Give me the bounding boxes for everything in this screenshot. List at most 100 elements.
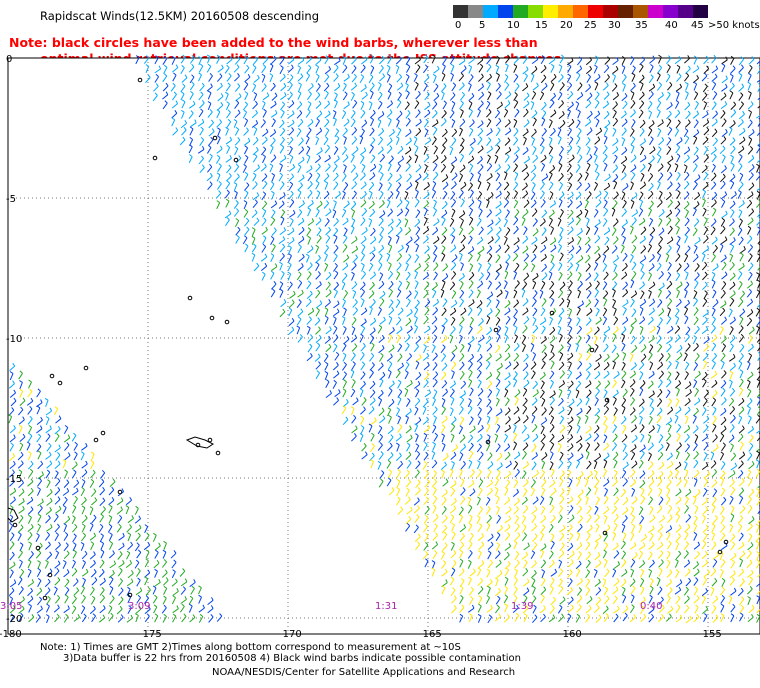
- wind-barb: [301, 146, 305, 150]
- wind-barb: [705, 154, 709, 158]
- wind-barb: [451, 139, 457, 147]
- wind-barb: [283, 192, 286, 196]
- wind-barb: [350, 112, 356, 119]
- wind-barb: [568, 163, 572, 167]
- wind-barb: [620, 174, 627, 181]
- wind-barb: [386, 64, 391, 68]
- wind-barb: [443, 118, 447, 122]
- wind-barb: [257, 164, 260, 168]
- wind-barb: [630, 56, 635, 60]
- wind-barb: [210, 136, 214, 141]
- wind-barb: [253, 77, 260, 83]
- wind-barb: [271, 230, 277, 237]
- wind-barb: [495, 220, 501, 226]
- wind-barb: [720, 112, 726, 119]
- wind-barb: [405, 230, 411, 236]
- wind-barb: [369, 103, 373, 111]
- wind-barb: [713, 218, 717, 222]
- wind-barb: [300, 118, 304, 123]
- wind-barb: [552, 165, 556, 169]
- wind-barb: [739, 172, 744, 176]
- legend-swatch: [678, 5, 693, 18]
- wind-barb: [478, 229, 484, 236]
- wind-barb: [297, 92, 302, 100]
- wind-barb: [308, 64, 312, 69]
- wind-barb: [598, 199, 602, 203]
- wind-barb: [629, 130, 635, 137]
- wind-barb: [559, 181, 563, 185]
- wind-barb: [252, 103, 258, 110]
- wind-barb: [237, 226, 241, 231]
- wind-barb: [686, 72, 690, 77]
- wind-barb: [487, 81, 491, 85]
- wind-barb: [631, 136, 636, 140]
- wind-barb: [724, 191, 728, 195]
- wind-barb: [696, 110, 700, 115]
- wind-barb: [612, 120, 618, 127]
- wind-barb: [397, 99, 402, 103]
- wind-barb: [342, 110, 347, 114]
- wind-barb: [533, 199, 537, 203]
- wind-barb: [756, 165, 760, 173]
- wind-barb: [685, 83, 689, 91]
- wind-barb: [498, 226, 502, 231]
- wind-barb: [486, 165, 493, 172]
- wind-barb: [553, 200, 557, 204]
- wind-barb: [730, 75, 734, 83]
- wind-barb: [388, 158, 394, 164]
- wind-barb: [190, 122, 197, 128]
- wind-barb: [640, 166, 646, 173]
- wind-barb: [751, 217, 754, 221]
- wind-barb: [401, 155, 405, 160]
- wind-barb: [729, 203, 736, 209]
- wind-barb: [221, 64, 224, 69]
- wind-barb: [279, 163, 283, 166]
- wind-barb: [641, 172, 645, 176]
- wind-barb: [458, 60, 466, 66]
- wind-barb: [478, 166, 484, 173]
- wind-barb: [633, 164, 637, 168]
- wind-barb: [469, 163, 474, 167]
- wind-barb: [397, 229, 403, 236]
- wind-barb: [424, 128, 429, 132]
- wind-barb: [442, 102, 447, 110]
- wind-barb: [396, 184, 402, 191]
- wind-barb: [652, 83, 656, 88]
- wind-barb: [432, 183, 437, 190]
- wind-barb: [543, 127, 547, 132]
- wind-barb: [297, 90, 302, 94]
- wind-barb: [281, 136, 285, 141]
- wind-barb: [589, 56, 593, 61]
- wind-barb: [567, 184, 573, 192]
- wind-barb: [515, 216, 519, 220]
- wind-barb: [427, 109, 431, 114]
- wind-barb: [557, 93, 563, 101]
- wind-barb: [505, 65, 509, 73]
- wind-barb: [648, 86, 656, 92]
- wind-barb: [261, 139, 268, 145]
- wind-barb: [477, 123, 484, 129]
- wind-barb: [715, 110, 719, 114]
- wind-barb: [263, 146, 267, 150]
- wind-barb: [732, 137, 736, 141]
- wind-barb: [368, 218, 372, 221]
- wind-barb: [342, 55, 346, 59]
- wind-barb: [459, 155, 465, 163]
- wind-barb: [531, 184, 536, 191]
- wind-barb: [404, 218, 409, 222]
- wind-barb: [360, 100, 365, 104]
- wind-barb: [675, 147, 681, 154]
- wind-barb: [189, 103, 196, 109]
- wind-barb: [567, 229, 574, 235]
- wind-barb: [469, 108, 473, 112]
- wind-barb: [585, 68, 592, 75]
- wind-barb: [487, 154, 491, 158]
- wind-barb: [225, 85, 231, 92]
- wind-barb: [459, 94, 466, 101]
- wind-barb: [658, 146, 662, 150]
- wind-barb: [217, 135, 221, 139]
- wind-barb: [234, 220, 240, 228]
- wind-barb: [604, 207, 609, 211]
- wind-barb: [558, 175, 564, 182]
- wind-barb: [508, 91, 512, 95]
